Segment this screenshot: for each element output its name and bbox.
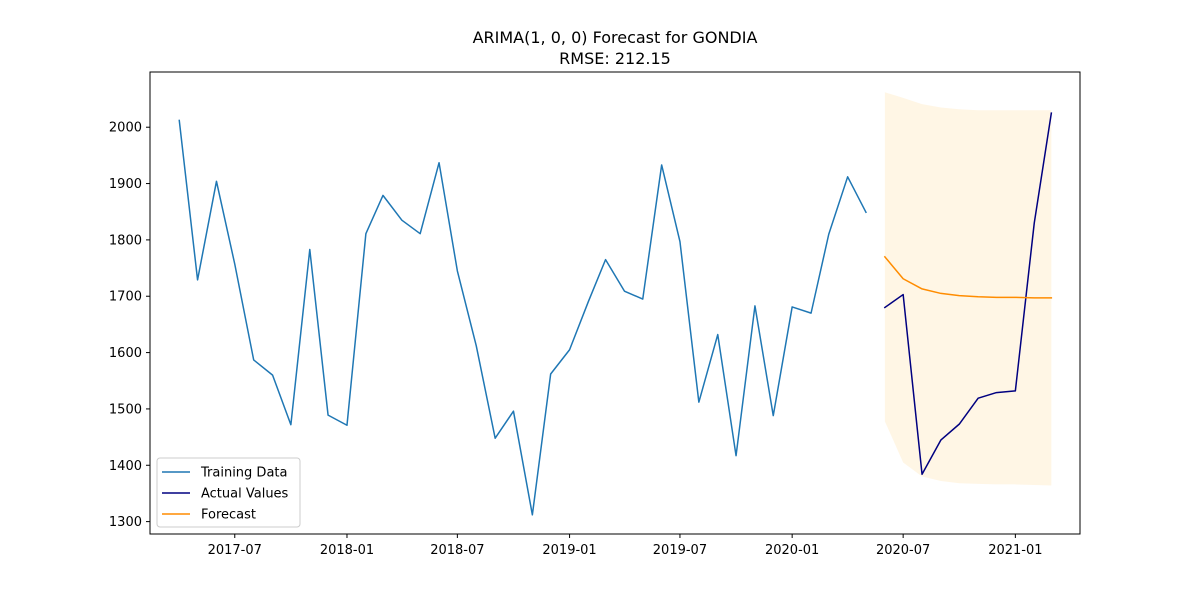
x-tick-label: 2019-01	[542, 543, 596, 558]
x-tick-label: 2017-07	[208, 543, 262, 558]
x-tick-label: 2018-01	[320, 543, 374, 558]
forecast-series-line	[883, 255, 1053, 299]
actual-series-line	[883, 112, 1053, 476]
y-tick-label: 1300	[109, 515, 142, 530]
y-tick-label: 1500	[109, 402, 142, 417]
y-tick-label: 1900	[109, 177, 142, 192]
y-tick-label: 2000	[109, 121, 142, 136]
x-tick-label: 2021-01	[988, 543, 1042, 558]
confidence-band-layer	[884, 92, 1052, 486]
legend: Training Data Actual Values Forecast	[156, 457, 301, 528]
y-tick-label: 1400	[109, 459, 142, 474]
x-tick-label: 2019-07	[653, 543, 707, 558]
y-tick-label: 1800	[109, 233, 142, 248]
legend-label-forecast: Forecast	[201, 508, 256, 523]
forecast-confidence-band	[884, 92, 1052, 486]
chart-subtitle: RMSE: 212.15	[559, 49, 671, 68]
series-layer	[178, 112, 1053, 516]
x-tick-label: 2020-01	[765, 543, 819, 558]
x-axis: 2017-07 2018-01 2018-07 2019-01 2019-07 2020-…	[208, 534, 1043, 558]
legend-label-actual: Actual Values	[201, 487, 289, 502]
y-tick-label: 1600	[109, 346, 142, 361]
chart-title: ARIMA(1, 0, 0) Forecast for GONDIA	[473, 28, 758, 47]
training-series-line	[178, 119, 867, 516]
plot-frame	[149, 71, 1081, 535]
y-axis: 1300 1400 1500 1600 1700 1800 1900 2000	[109, 121, 150, 530]
x-tick-label: 2020-07	[876, 543, 930, 558]
legend-box	[156, 457, 301, 528]
legend-label-training: Training Data	[200, 466, 287, 481]
x-tick-label: 2018-07	[430, 543, 484, 558]
y-tick-label: 1700	[109, 290, 142, 305]
